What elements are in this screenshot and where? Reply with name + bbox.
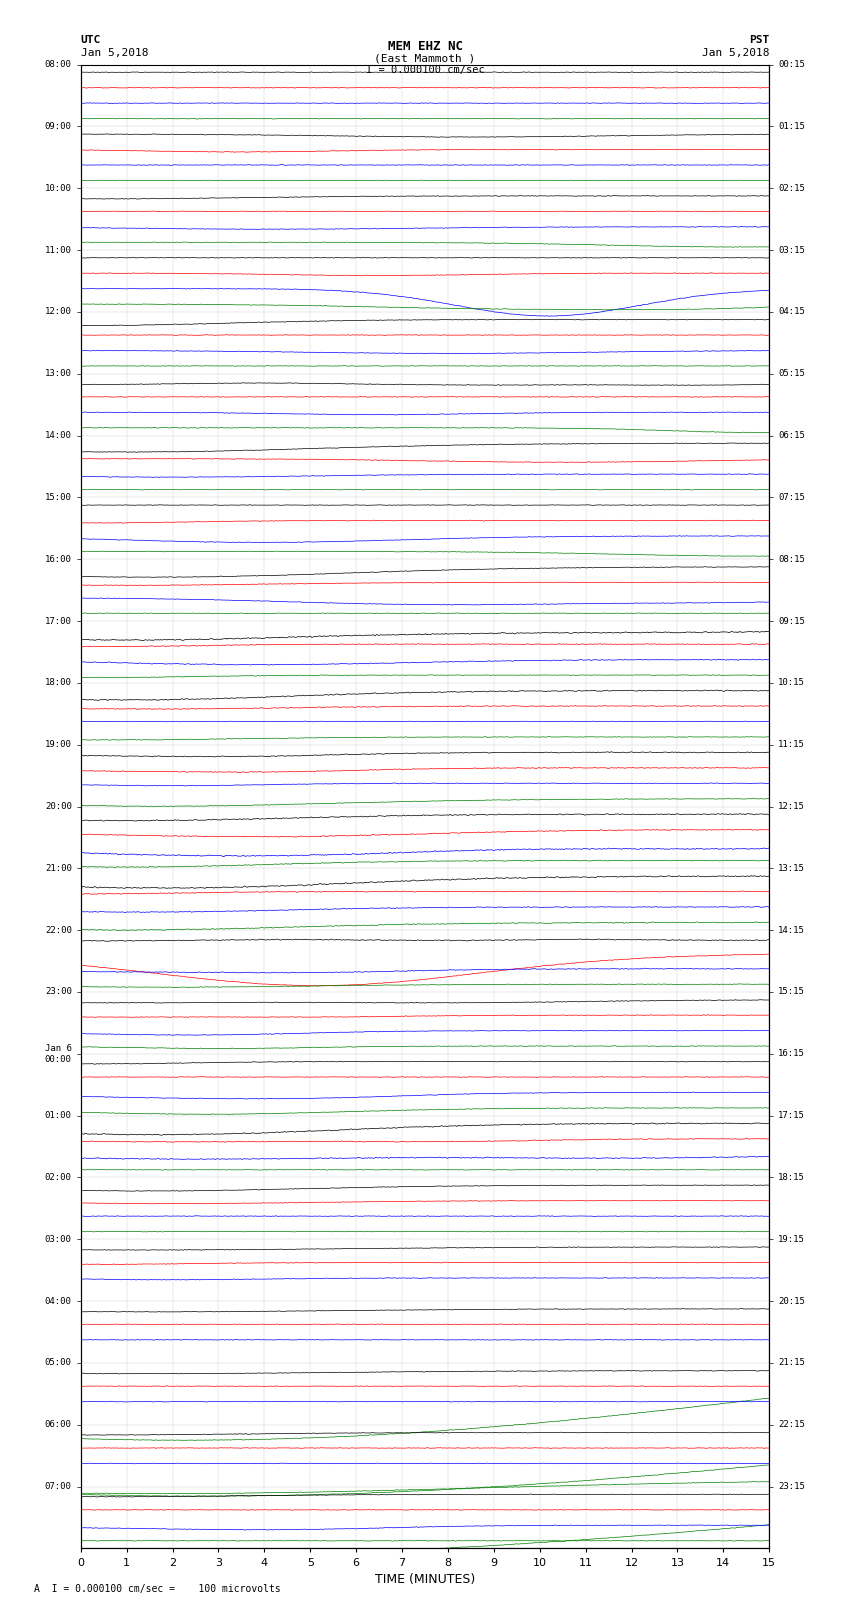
Text: Jan 5,2018: Jan 5,2018 <box>81 48 148 58</box>
Text: MEM EHZ NC: MEM EHZ NC <box>388 40 462 53</box>
Text: (East Mammoth ): (East Mammoth ) <box>374 53 476 63</box>
Text: Jan 5,2018: Jan 5,2018 <box>702 48 769 58</box>
Text: A  I = 0.000100 cm/sec =    100 microvolts: A I = 0.000100 cm/sec = 100 microvolts <box>34 1584 280 1594</box>
Text: PST: PST <box>749 35 769 45</box>
Text: UTC: UTC <box>81 35 101 45</box>
Text: I = 0.000100 cm/sec: I = 0.000100 cm/sec <box>366 65 484 74</box>
X-axis label: TIME (MINUTES): TIME (MINUTES) <box>375 1573 475 1586</box>
